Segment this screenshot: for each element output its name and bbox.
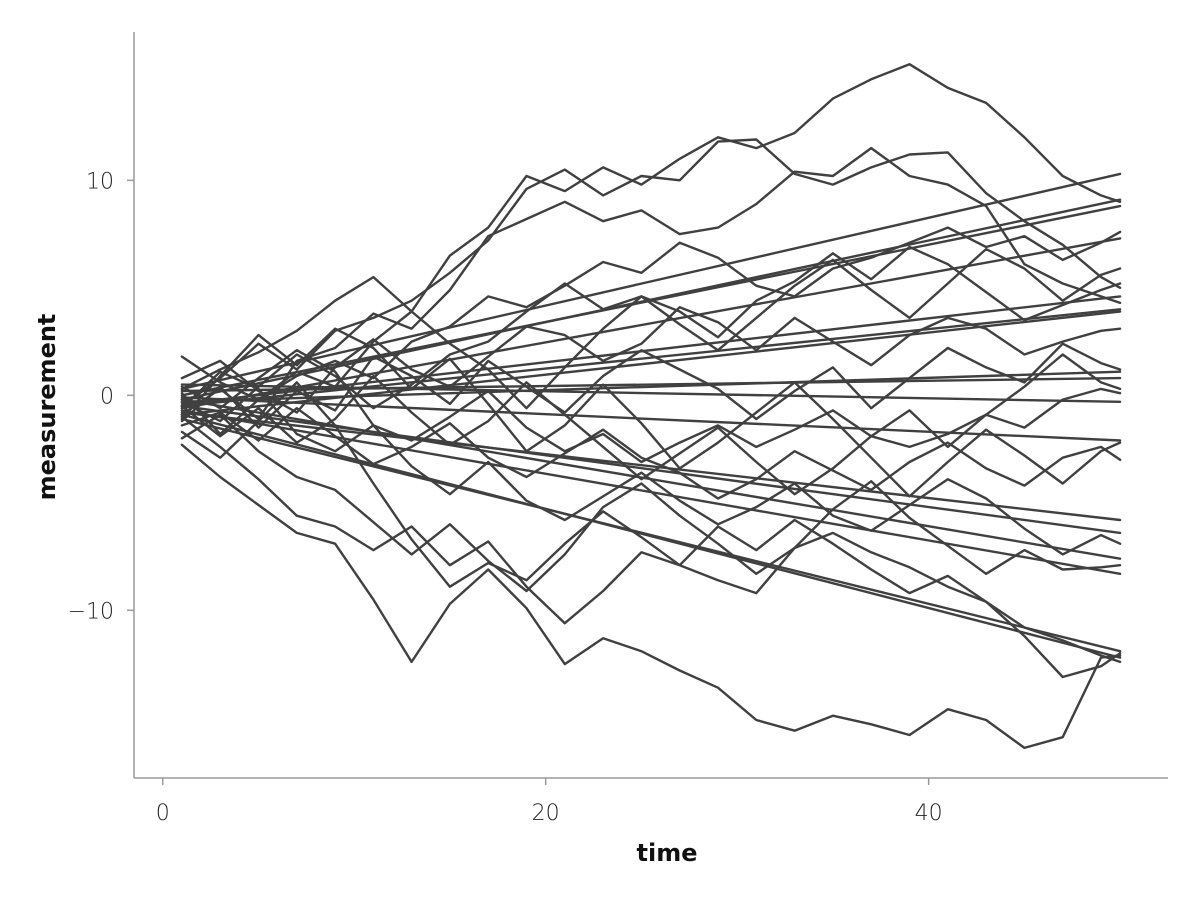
series-line xyxy=(180,376,1122,393)
series-line xyxy=(180,342,1122,429)
series-line xyxy=(180,247,1122,436)
series-layer xyxy=(180,62,1122,750)
series-line xyxy=(180,413,1122,593)
y-tick-label: 0 xyxy=(100,384,114,409)
series-line xyxy=(180,295,1122,406)
series-line xyxy=(180,62,1122,391)
series-line xyxy=(180,404,1122,535)
ticks-layer: 0 20 40 −10 0 10 xyxy=(68,169,943,826)
x-tick-label: 20 xyxy=(532,801,560,826)
y-axis-title: measurement xyxy=(33,314,61,501)
series-line xyxy=(180,172,1122,391)
series-line xyxy=(180,146,1122,421)
y-tick-label: −10 xyxy=(68,599,114,624)
series-line xyxy=(180,415,1122,679)
series-line xyxy=(180,370,1122,403)
series-line xyxy=(180,413,1122,659)
series-line xyxy=(180,306,1122,414)
y-tick-label: 10 xyxy=(86,169,114,194)
series-line xyxy=(180,381,1122,664)
x-axis-title: time xyxy=(637,839,698,867)
series-line xyxy=(180,383,1122,403)
series-line xyxy=(180,327,1122,498)
series-line xyxy=(180,370,1122,556)
x-tick-label: 0 xyxy=(156,801,170,826)
x-tick-label: 40 xyxy=(915,801,943,826)
series-line xyxy=(180,411,1122,522)
series-line xyxy=(180,443,1122,750)
series-line xyxy=(180,138,1122,408)
axes-layer xyxy=(133,32,1168,779)
series-line xyxy=(180,353,1122,496)
